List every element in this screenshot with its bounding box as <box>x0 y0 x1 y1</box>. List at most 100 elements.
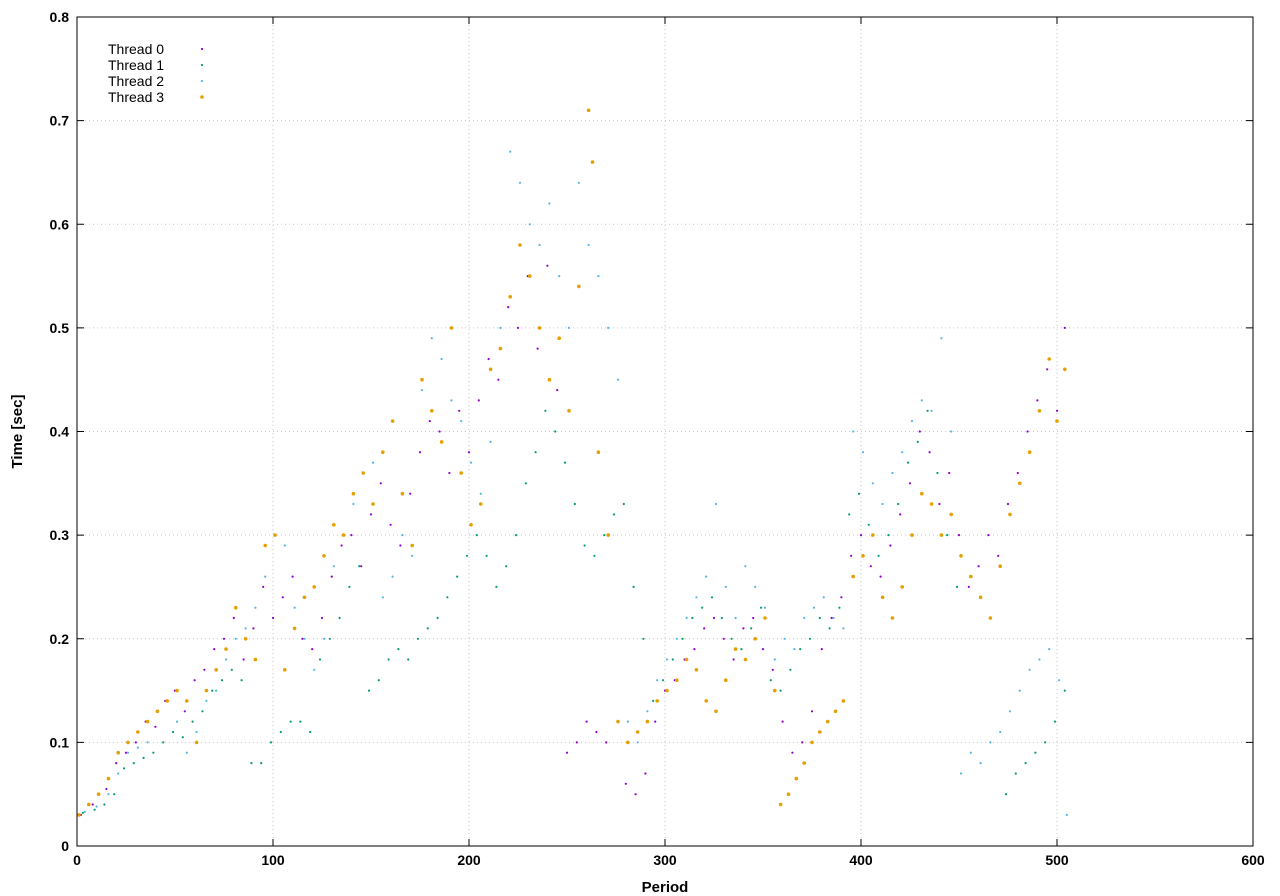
data-point <box>83 810 86 813</box>
data-point <box>929 502 934 506</box>
data-point <box>636 741 639 744</box>
data-point <box>789 668 792 671</box>
data-point <box>418 451 422 454</box>
data-point <box>810 710 814 713</box>
data-point <box>880 595 885 600</box>
data-point <box>939 533 944 537</box>
data-point <box>1063 689 1066 692</box>
data-point <box>371 502 375 506</box>
y-tick-label: 0.3 <box>50 527 70 543</box>
data-point <box>232 616 235 620</box>
data-point <box>1036 399 1039 402</box>
data-point <box>126 751 130 754</box>
data-point <box>309 730 312 734</box>
data-point <box>693 648 696 651</box>
data-point <box>1026 430 1029 433</box>
data-point <box>465 554 469 557</box>
data-point <box>544 409 547 412</box>
data-point <box>818 730 822 734</box>
data-point <box>724 678 728 682</box>
data-point <box>410 543 415 548</box>
data-point <box>626 740 630 745</box>
data-point <box>351 491 356 496</box>
data-point <box>279 730 282 734</box>
data-point <box>1034 751 1037 754</box>
data-point <box>204 688 209 693</box>
data-point <box>959 554 963 558</box>
data-point <box>1055 409 1059 412</box>
data-point <box>1018 689 1021 692</box>
data-point <box>840 596 843 599</box>
data-point <box>783 637 786 640</box>
data-point <box>328 637 331 640</box>
data-point <box>152 751 155 754</box>
data-point <box>645 719 650 724</box>
data-point <box>799 648 802 651</box>
data-point <box>573 502 576 506</box>
data-point <box>616 719 620 724</box>
data-point <box>998 564 1002 568</box>
data-point <box>595 730 598 734</box>
data-point <box>632 585 635 589</box>
data-point <box>622 502 625 506</box>
data-point <box>260 762 263 765</box>
data-point <box>165 699 169 703</box>
data-point <box>498 346 503 351</box>
y-tick-label: 0.6 <box>50 216 70 232</box>
data-point <box>439 440 444 444</box>
data-point <box>769 679 772 682</box>
data-point <box>428 420 431 423</box>
legend-label: Thread 2 <box>108 73 164 89</box>
y-tick-label: 0.2 <box>50 631 70 647</box>
data-point <box>1037 409 1042 413</box>
data-point <box>577 284 581 289</box>
data-point <box>656 679 659 682</box>
data-point <box>1008 512 1012 517</box>
data-point <box>563 461 567 464</box>
data-point <box>360 565 363 568</box>
data-point <box>822 596 825 599</box>
data-point <box>887 534 890 537</box>
data-point <box>861 451 865 454</box>
data-point <box>479 492 482 495</box>
data-point <box>714 709 718 714</box>
data-point <box>969 751 972 754</box>
data-point <box>391 575 394 578</box>
data-point <box>528 223 531 226</box>
data-point <box>1044 741 1047 744</box>
data-point <box>222 637 226 640</box>
legend-label: Thread 0 <box>108 41 164 57</box>
legend-label: Thread 3 <box>108 89 164 105</box>
data-point <box>842 627 845 630</box>
data-point <box>920 491 924 496</box>
y-tick-label: 0 <box>61 838 69 854</box>
data-point <box>910 420 914 423</box>
data-point <box>505 565 508 568</box>
data-point <box>871 533 875 537</box>
data-point <box>926 409 929 412</box>
data-point <box>646 710 649 713</box>
data-point <box>938 502 941 506</box>
data-point <box>352 502 355 506</box>
data-point <box>940 337 943 340</box>
data-point <box>302 595 307 600</box>
data-point <box>146 741 149 744</box>
data-point <box>250 762 253 765</box>
data-point <box>132 762 135 765</box>
data-point <box>240 679 243 682</box>
data-point <box>253 657 258 662</box>
data-point <box>763 606 767 609</box>
data-point <box>607 326 610 329</box>
data-point <box>291 575 294 578</box>
data-point <box>377 679 380 682</box>
data-point <box>467 451 471 454</box>
data-point <box>590 160 595 164</box>
data-point <box>420 377 424 382</box>
data-point <box>332 565 335 568</box>
data-point <box>950 430 953 433</box>
data-point <box>234 605 238 610</box>
data-point <box>890 616 895 620</box>
data-point <box>754 585 757 589</box>
data-point <box>930 409 933 412</box>
